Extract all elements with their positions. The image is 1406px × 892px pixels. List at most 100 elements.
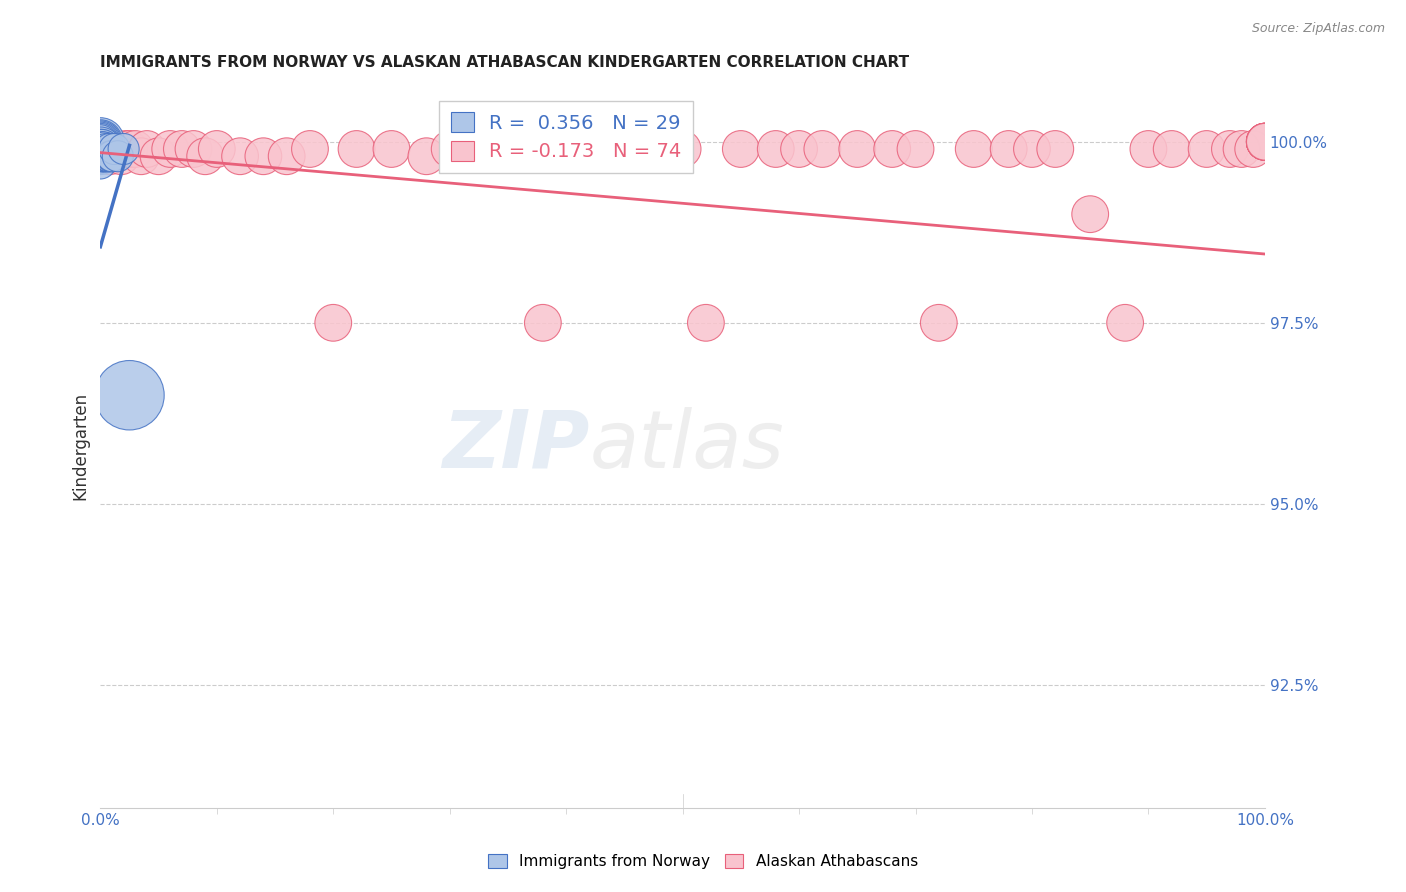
- Point: [89, 135, 111, 149]
- Point: [882, 142, 904, 156]
- Text: atlas: atlas: [589, 407, 785, 485]
- Point: [496, 142, 519, 156]
- Point: [170, 142, 193, 156]
- Point: [695, 316, 717, 330]
- Point: [1254, 135, 1277, 149]
- Point: [1254, 135, 1277, 149]
- Point: [904, 142, 927, 156]
- Point: [136, 142, 159, 156]
- Point: [1045, 142, 1067, 156]
- Point: [90, 142, 112, 156]
- Point: [194, 149, 217, 163]
- Point: [531, 316, 554, 330]
- Point: [346, 142, 368, 156]
- Point: [1021, 142, 1043, 156]
- Point: [101, 142, 124, 156]
- Point: [1137, 142, 1160, 156]
- Point: [298, 142, 321, 156]
- Point: [115, 142, 138, 156]
- Point: [89, 142, 111, 156]
- Point: [89, 156, 111, 170]
- Point: [148, 149, 170, 163]
- Point: [129, 149, 152, 163]
- Point: [96, 142, 118, 156]
- Point: [1254, 135, 1277, 149]
- Point: [89, 142, 111, 156]
- Point: [103, 142, 125, 156]
- Point: [1241, 142, 1264, 156]
- Point: [89, 135, 111, 149]
- Point: [89, 135, 111, 149]
- Point: [1078, 207, 1101, 221]
- Point: [101, 149, 124, 163]
- Text: ZIP: ZIP: [441, 407, 589, 485]
- Legend: Immigrants from Norway, Alaskan Athabascans: Immigrants from Norway, Alaskan Athabasc…: [482, 848, 924, 875]
- Point: [1114, 316, 1136, 330]
- Point: [90, 142, 112, 156]
- Point: [93, 142, 115, 156]
- Point: [94, 149, 117, 163]
- Text: Source: ZipAtlas.com: Source: ZipAtlas.com: [1251, 22, 1385, 36]
- Point: [93, 149, 115, 163]
- Point: [96, 142, 118, 156]
- Point: [787, 142, 810, 156]
- Point: [118, 142, 141, 156]
- Point: [1254, 135, 1277, 149]
- Point: [90, 149, 112, 163]
- Point: [159, 142, 181, 156]
- Point: [107, 149, 129, 163]
- Point: [89, 149, 111, 163]
- Point: [97, 149, 120, 163]
- Point: [276, 149, 298, 163]
- Point: [1254, 135, 1277, 149]
- Legend: R =  0.356   N = 29, R = -0.173   N = 74: R = 0.356 N = 29, R = -0.173 N = 74: [439, 101, 693, 173]
- Point: [846, 142, 869, 156]
- Point: [89, 142, 111, 156]
- Point: [100, 149, 122, 163]
- Point: [415, 149, 437, 163]
- Point: [1254, 135, 1277, 149]
- Point: [765, 142, 787, 156]
- Point: [648, 142, 671, 156]
- Point: [555, 142, 578, 156]
- Point: [928, 316, 950, 330]
- Point: [578, 142, 600, 156]
- Point: [112, 142, 135, 156]
- Point: [103, 142, 125, 156]
- Point: [1160, 142, 1182, 156]
- Point: [380, 142, 402, 156]
- Point: [96, 149, 118, 163]
- Point: [89, 135, 111, 149]
- Point: [89, 135, 111, 149]
- Point: [107, 142, 129, 156]
- Point: [96, 142, 118, 156]
- Point: [89, 149, 111, 163]
- Y-axis label: Kindergarten: Kindergarten: [72, 392, 89, 500]
- Point: [252, 149, 274, 163]
- Point: [98, 142, 121, 156]
- Point: [118, 388, 141, 402]
- Point: [1195, 142, 1218, 156]
- Point: [613, 142, 636, 156]
- Point: [205, 142, 228, 156]
- Point: [963, 142, 986, 156]
- Point: [89, 135, 111, 149]
- Text: IMMIGRANTS FROM NORWAY VS ALASKAN ATHABASCAN KINDERGARTEN CORRELATION CHART: IMMIGRANTS FROM NORWAY VS ALASKAN ATHABA…: [100, 55, 910, 70]
- Point: [89, 135, 111, 149]
- Point: [91, 142, 114, 156]
- Point: [671, 142, 693, 156]
- Point: [89, 135, 111, 149]
- Point: [94, 142, 117, 156]
- Point: [89, 135, 111, 149]
- Point: [89, 135, 111, 149]
- Point: [183, 142, 205, 156]
- Point: [811, 142, 834, 156]
- Point: [322, 316, 344, 330]
- Point: [98, 149, 121, 163]
- Point: [89, 135, 111, 149]
- Point: [439, 142, 461, 156]
- Point: [997, 142, 1019, 156]
- Point: [1254, 135, 1277, 149]
- Point: [1254, 135, 1277, 149]
- Point: [124, 142, 146, 156]
